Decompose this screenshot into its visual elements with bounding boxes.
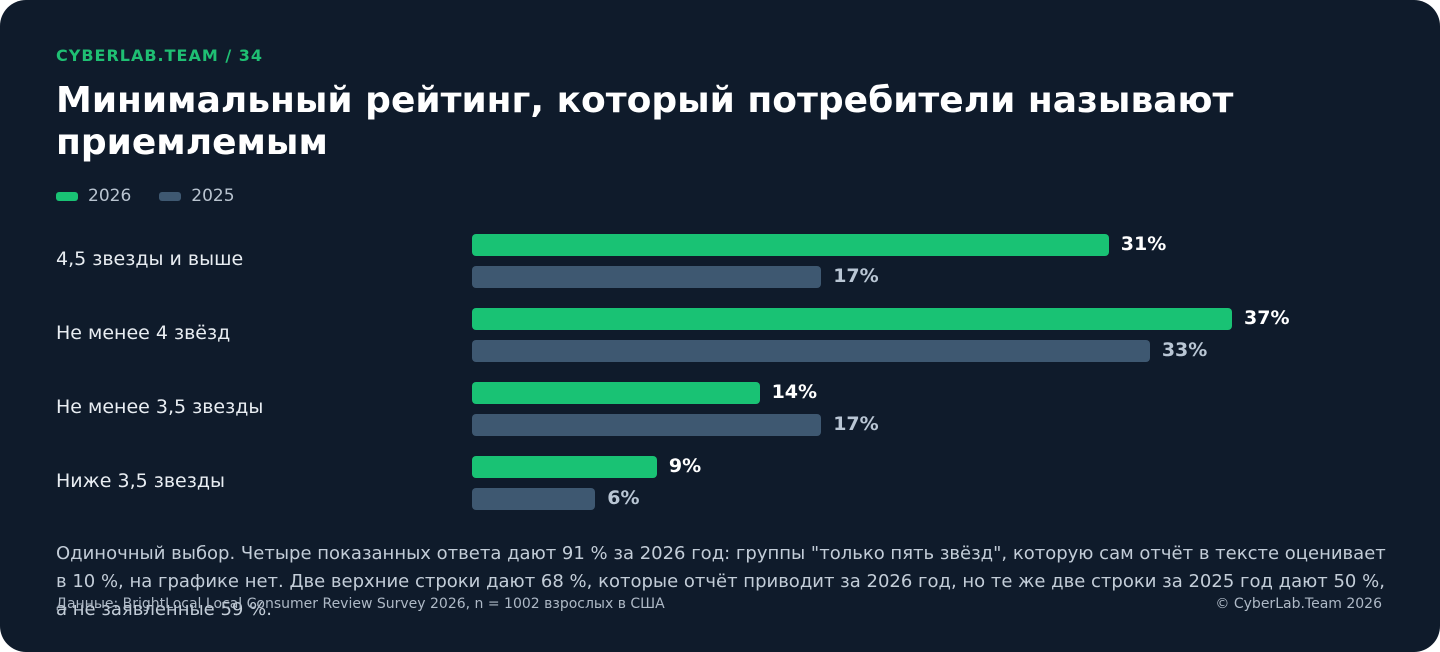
bar-2025 — [472, 340, 1150, 362]
category-label: Ниже 3,5 звезды — [56, 470, 225, 492]
category-label: Не менее 4 звёзд — [56, 322, 231, 344]
bar-2026 — [472, 308, 1232, 330]
chart-title: Минимальный рейтинг, который потребители… — [56, 80, 1234, 163]
data-label-2026: 9% — [668, 455, 702, 477]
bar-2025 — [472, 488, 596, 510]
brand-label: CYBERLAB.TEAM / 34 — [56, 46, 264, 65]
category-label: Не менее 3,5 звезды — [56, 396, 264, 418]
data-label-2025: 17% — [833, 265, 879, 287]
legend-label-2026: 2026 — [88, 186, 132, 206]
data-label-2026: 14% — [771, 381, 818, 403]
data-label-2025: 6% — [607, 487, 640, 509]
legend-item-2026: 2026 — [56, 186, 131, 206]
category-label: 4,5 звезды и выше — [56, 248, 244, 270]
bar-2026 — [472, 382, 760, 404]
legend-item-2025: 2025 — [159, 186, 235, 206]
footnote: Одиночный выбор. Четыре показанных ответ… — [56, 543, 1386, 620]
legend: 2026 2025 — [56, 186, 235, 206]
source-text: Данные: BrightLocal Local Consumer Revie… — [56, 596, 665, 612]
legend-swatch-2026 — [56, 191, 78, 201]
bar-2025 — [472, 266, 822, 288]
data-label-2026: 31% — [1120, 233, 1167, 255]
bar-2026 — [472, 234, 1109, 256]
copyright-text: © CyberLab.Team 2026 — [1215, 596, 1382, 612]
legend-swatch-2025 — [159, 191, 182, 201]
data-label-2025: 17% — [833, 413, 879, 435]
bar-2026 — [472, 456, 657, 478]
data-label-2026: 37% — [1244, 307, 1290, 329]
data-label-2025: 33% — [1161, 339, 1208, 361]
legend-label-2025: 2025 — [191, 186, 235, 206]
bar-2025 — [472, 414, 822, 436]
